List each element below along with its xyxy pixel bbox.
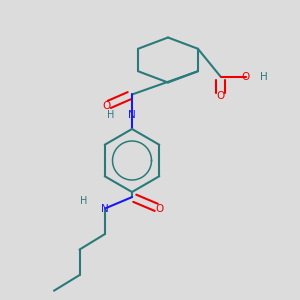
Text: O: O xyxy=(242,71,250,82)
Text: N: N xyxy=(101,203,109,214)
Text: O: O xyxy=(216,91,225,101)
Text: N: N xyxy=(128,110,136,121)
Text: H: H xyxy=(260,71,268,82)
Text: O: O xyxy=(102,100,111,111)
Text: O: O xyxy=(155,203,163,214)
Text: H: H xyxy=(80,196,87,206)
Text: H: H xyxy=(107,110,115,121)
